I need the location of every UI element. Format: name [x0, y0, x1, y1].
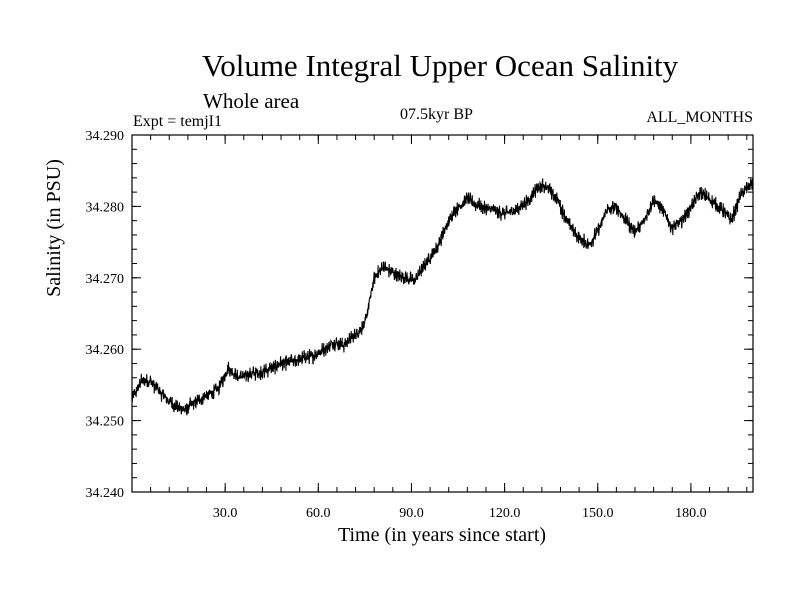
x-axis-label: Time (in years since start) — [337, 524, 547, 546]
chart-title: Volume Integral Upper Ocean Salinity — [201, 48, 679, 83]
x-tick-label: 150.0 — [582, 506, 614, 521]
y-tick-label: 34.260 — [86, 343, 125, 358]
chart-subtitle: Whole area — [203, 89, 300, 113]
experiment-label: Expt = temjI1 — [133, 113, 223, 130]
plot-frame — [131, 134, 754, 493]
y-tick-label: 34.290 — [86, 129, 125, 144]
x-tick-label: 180.0 — [675, 506, 707, 521]
y-tick-label: 34.250 — [86, 415, 125, 430]
y-tick-label: 34.280 — [86, 200, 125, 215]
y-tick-label: 34.270 — [86, 272, 125, 287]
x-tick-label: 120.0 — [489, 506, 521, 521]
y-tick-label: 34.240 — [86, 486, 125, 501]
x-tick-label: 30.0 — [213, 506, 238, 521]
x-tick-label: 60.0 — [306, 506, 331, 521]
salinity-series-line — [131, 177, 754, 416]
y-tick-labels: 34.240 34.250 34.260 34.270 34.280 34.290 — [86, 129, 125, 501]
y-axis-label: Salinity (in PSU) — [43, 159, 65, 297]
months-label: ALL_MONTHS — [646, 109, 753, 126]
x-tick-labels: 30.0 60.0 90.0 120.0 150.0 180.0 — [213, 506, 707, 521]
period-label: 07.5kyr BP — [400, 106, 473, 123]
tick-marks — [131, 134, 753, 493]
x-tick-label: 90.0 — [399, 506, 424, 521]
